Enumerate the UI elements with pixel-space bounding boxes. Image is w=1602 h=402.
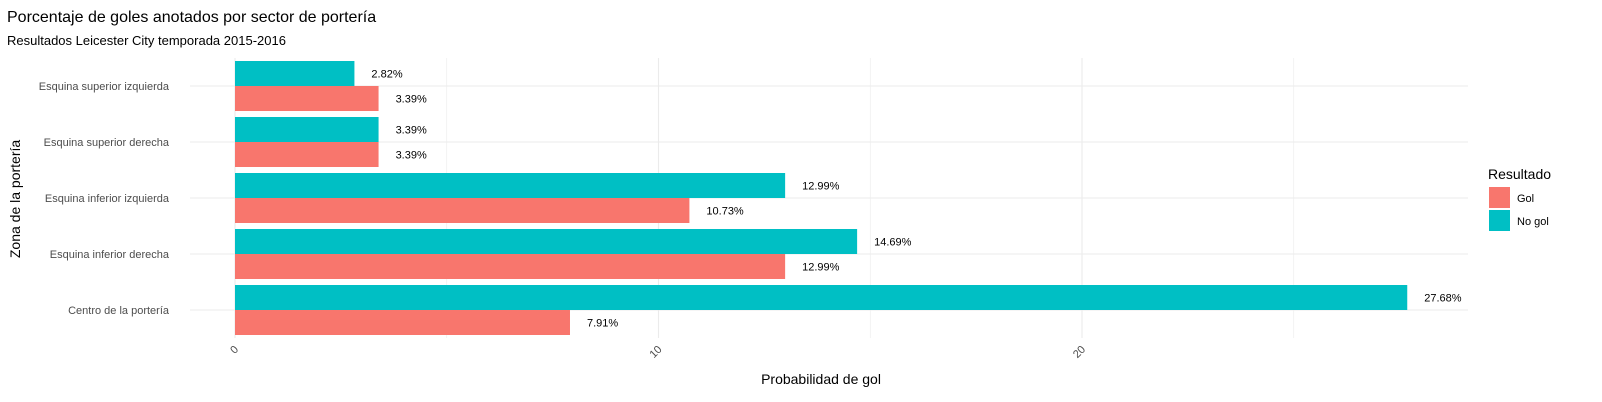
data-label: 2.82% (371, 69, 402, 81)
data-label: 12.99% (802, 262, 840, 274)
x-tick-label: 10 (647, 344, 664, 361)
y-tick-label: Esquina inferior izquierda (45, 193, 170, 205)
bar-gol (235, 142, 379, 167)
data-label: 7.91% (587, 318, 618, 330)
chart-subtitle: Resultados Leicester City temporada 2015… (7, 33, 286, 48)
data-label: 12.99% (802, 181, 840, 193)
chart-title: Porcentaje de goles anotados por sector … (7, 9, 376, 26)
bar-gol (235, 310, 570, 335)
x-tick-label: 20 (1071, 344, 1088, 361)
legend-title: Resultado (1488, 166, 1551, 182)
legend-swatch (1489, 210, 1510, 231)
y-axis-label: Zona de la portería (7, 140, 23, 259)
data-label: 3.39% (396, 125, 427, 137)
y-axis-tick-labels: Esquina superior izquierda Esquina superi… (39, 81, 170, 317)
bar-no-gol (235, 285, 1408, 310)
bar-gol (235, 86, 379, 111)
x-tick-label: 0 (228, 344, 241, 357)
y-tick-label: Esquina superior izquierda (39, 81, 170, 93)
bar-no-gol (235, 229, 858, 254)
data-label: 3.39% (396, 150, 427, 162)
bar-no-gol (235, 173, 786, 198)
y-tick-label: Esquina inferior derecha (50, 249, 170, 261)
bar-no-gol (235, 61, 355, 86)
legend-label: Gol (1517, 193, 1534, 205)
x-axis-tick-labels: 0 10 20 (228, 344, 1088, 361)
bars (235, 61, 1408, 335)
bar-gol (235, 198, 690, 223)
x-axis-label: Probabilidad de gol (761, 371, 881, 387)
bar-no-gol (235, 117, 379, 142)
data-label: 10.73% (706, 206, 744, 218)
data-label: 27.68% (1424, 293, 1462, 305)
y-tick-label: Centro de la portería (68, 305, 170, 317)
data-labels: 2.82% 3.39% 3.39% 3.39% 12.99% 10.73% 14.69% 12… (371, 69, 1461, 330)
data-label: 14.69% (874, 237, 912, 249)
bar-gol (235, 254, 786, 279)
legend: Resultado Gol No gol (1488, 166, 1551, 231)
data-label: 3.39% (396, 94, 427, 106)
legend-label: No gol (1517, 216, 1549, 228)
legend-swatch (1489, 187, 1510, 208)
y-tick-label: Esquina superior derecha (44, 137, 170, 149)
